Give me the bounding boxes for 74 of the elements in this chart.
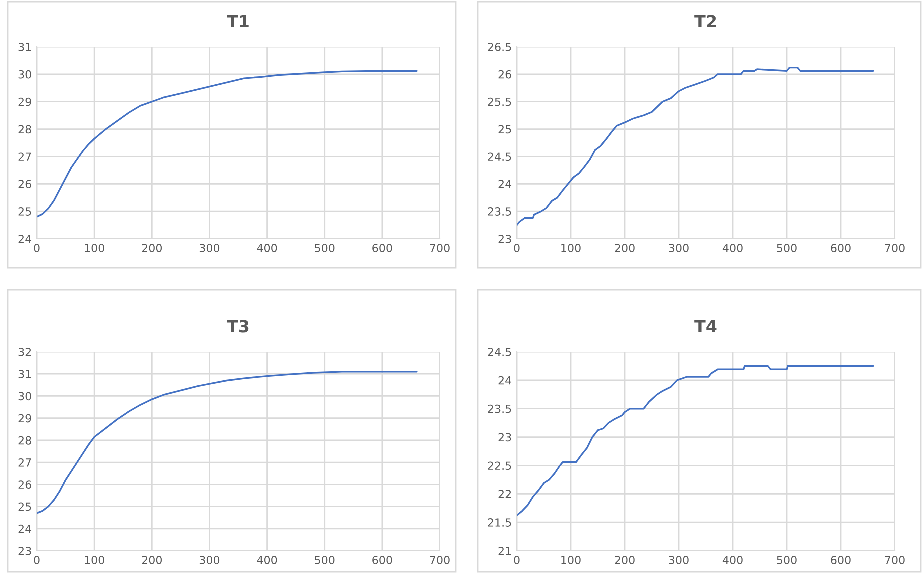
y-tick-label: 26 — [18, 480, 32, 490]
y-tick-label: 28 — [18, 436, 32, 445]
x-tick-label: 100 — [562, 556, 581, 564]
line-series — [37, 371, 418, 514]
y-tick-label: 32 — [18, 348, 32, 356]
x-tick-label: 300 — [200, 556, 220, 564]
chart-title: T1 — [227, 15, 249, 28]
x-tick-label: 600 — [831, 244, 851, 252]
y-tick-label: 25.5 — [488, 98, 512, 106]
x-tick-label: 400 — [257, 244, 278, 252]
line-series — [37, 70, 418, 218]
y-tick-label: 29 — [18, 414, 32, 423]
x-tick-label: 500 — [777, 556, 797, 564]
x-tick-label: 100 — [85, 556, 104, 564]
x-tick-label: 100 — [562, 244, 581, 252]
x-tick-label: 400 — [722, 244, 743, 252]
y-tick-label: 24.5 — [488, 348, 512, 356]
y-tick-label: 25 — [498, 125, 512, 134]
y-tick-label: 21 — [498, 546, 512, 556]
x-tick-label: 0 — [34, 556, 40, 564]
y-tick-label: 25 — [18, 208, 32, 216]
x-tick-label: 300 — [200, 244, 220, 252]
chart-title: T2 — [694, 15, 716, 28]
x-tick-label: 0 — [34, 244, 40, 252]
x-tick-label: 700 — [885, 556, 905, 564]
chart-title: T3 — [227, 320, 249, 333]
x-tick-label: 200 — [615, 244, 635, 252]
y-tick-label: 24 — [18, 234, 32, 244]
x-tick-label: 500 — [315, 556, 335, 564]
y-tick-label: 27 — [18, 458, 32, 467]
line-series — [517, 365, 874, 517]
x-tick-label: 700 — [885, 244, 905, 252]
y-tick-label: 29 — [18, 98, 32, 106]
y-tick-label: 23.5 — [488, 404, 512, 414]
x-tick-label: 0 — [514, 556, 520, 564]
x-tick-label: 600 — [372, 244, 392, 252]
y-tick-label: 24 — [498, 376, 512, 385]
y-tick-label: 24 — [18, 524, 32, 534]
y-tick-label: 23 — [498, 433, 512, 442]
y-tick-label: 21.5 — [488, 518, 512, 527]
y-tick-label: 26.5 — [488, 42, 512, 52]
x-tick-label: 200 — [142, 556, 162, 564]
y-tick-label: 26 — [498, 70, 512, 79]
x-tick-label: 400 — [257, 556, 278, 564]
y-tick-label: 23.5 — [488, 208, 512, 216]
line-series — [517, 67, 874, 226]
y-tick-label: 23 — [498, 234, 512, 244]
x-tick-label: 700 — [430, 556, 450, 564]
y-tick-label: 23 — [18, 546, 32, 556]
x-tick-label: 600 — [372, 556, 392, 564]
y-tick-label: 22 — [498, 490, 512, 498]
y-tick-label: 31 — [18, 370, 32, 378]
y-tick-label: 24 — [498, 180, 512, 188]
y-tick-label: 30 — [18, 70, 32, 79]
x-tick-label: 300 — [669, 244, 689, 252]
chart-title: T4 — [694, 320, 717, 333]
y-tick-label: 25 — [18, 502, 32, 512]
y-tick-label: 30 — [18, 392, 32, 401]
x-tick-label: 700 — [430, 244, 450, 252]
x-tick-label: 100 — [85, 244, 104, 252]
x-tick-label: 200 — [615, 556, 635, 564]
x-tick-label: 0 — [514, 244, 520, 252]
x-tick-label: 300 — [669, 556, 689, 564]
x-tick-label: 500 — [315, 244, 335, 252]
y-tick-label: 31 — [18, 42, 32, 52]
x-tick-label: 400 — [722, 556, 743, 564]
y-tick-label: 24.5 — [488, 152, 512, 162]
y-tick-label: 22.5 — [488, 462, 512, 470]
y-tick-label: 26 — [18, 180, 32, 189]
y-tick-label: 28 — [18, 125, 32, 134]
x-tick-label: 500 — [777, 244, 797, 252]
x-tick-label: 200 — [142, 244, 162, 252]
x-tick-label: 600 — [831, 556, 851, 564]
y-tick-label: 27 — [18, 152, 32, 161]
